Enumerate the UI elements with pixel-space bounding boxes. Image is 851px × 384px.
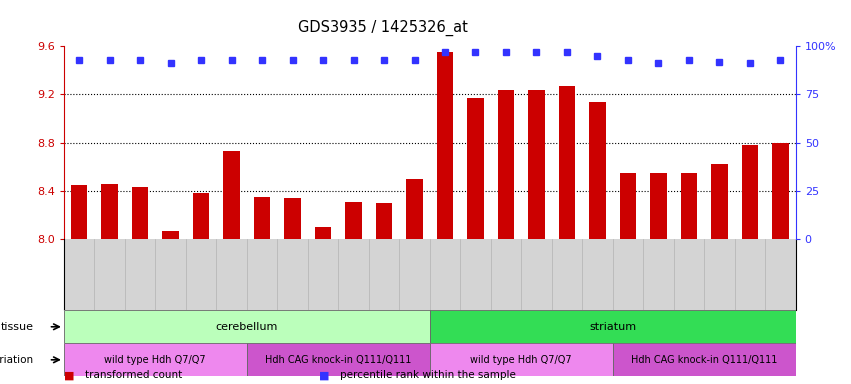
Bar bbox=[681, 173, 697, 239]
Bar bbox=[64, 343, 247, 376]
Text: Hdh CAG knock-in Q111/Q111: Hdh CAG knock-in Q111/Q111 bbox=[631, 355, 778, 365]
Text: transformed count: transformed count bbox=[85, 370, 182, 380]
Bar bbox=[101, 184, 118, 239]
Bar bbox=[650, 173, 667, 239]
Bar bbox=[64, 310, 430, 343]
Bar bbox=[741, 145, 758, 239]
Bar bbox=[558, 86, 575, 239]
Bar bbox=[223, 151, 240, 239]
Text: tissue: tissue bbox=[0, 322, 33, 332]
Bar bbox=[711, 164, 728, 239]
Bar bbox=[620, 173, 637, 239]
Bar bbox=[254, 197, 271, 239]
Bar bbox=[247, 343, 430, 376]
Bar bbox=[430, 310, 796, 343]
Text: genotype/variation: genotype/variation bbox=[0, 355, 33, 365]
Bar bbox=[528, 89, 545, 239]
Bar bbox=[71, 185, 88, 239]
Bar bbox=[132, 187, 148, 239]
Text: ■: ■ bbox=[319, 370, 333, 380]
Text: ■: ■ bbox=[64, 370, 77, 380]
Text: striatum: striatum bbox=[589, 322, 637, 332]
Text: GDS3935 / 1425326_at: GDS3935 / 1425326_at bbox=[298, 20, 468, 36]
Bar bbox=[430, 343, 613, 376]
Bar bbox=[589, 102, 606, 239]
Bar bbox=[498, 89, 514, 239]
Text: wild type Hdh Q7/Q7: wild type Hdh Q7/Q7 bbox=[105, 355, 206, 365]
Bar bbox=[163, 231, 179, 239]
Text: cerebellum: cerebellum bbox=[215, 322, 278, 332]
Bar bbox=[315, 227, 331, 239]
Bar bbox=[613, 343, 796, 376]
Bar bbox=[437, 52, 454, 239]
Bar bbox=[772, 142, 789, 239]
Text: Hdh CAG knock-in Q111/Q111: Hdh CAG knock-in Q111/Q111 bbox=[265, 355, 412, 365]
Bar bbox=[406, 179, 423, 239]
Bar bbox=[346, 202, 362, 239]
Bar bbox=[375, 203, 392, 239]
Text: percentile rank within the sample: percentile rank within the sample bbox=[340, 370, 517, 380]
Bar bbox=[192, 193, 209, 239]
Text: wild type Hdh Q7/Q7: wild type Hdh Q7/Q7 bbox=[471, 355, 572, 365]
Bar bbox=[467, 98, 484, 239]
Bar bbox=[284, 198, 301, 239]
